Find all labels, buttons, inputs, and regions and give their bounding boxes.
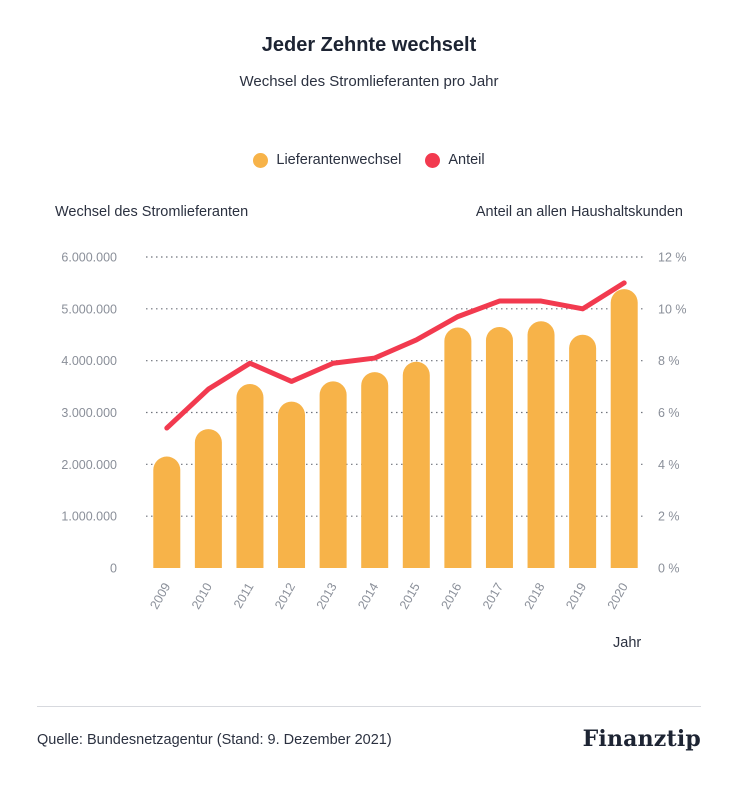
legend-swatch-line [425, 152, 441, 168]
left-axis-title: Wechsel des Stromlieferanten [55, 204, 249, 220]
legend: Lieferantenwechsel Anteil [0, 152, 738, 168]
x-tick-label: 2012 [272, 580, 298, 611]
y-tick-label-left: 2.000.000 [61, 458, 117, 472]
x-tick-label: 2009 [147, 580, 173, 611]
legend-label-anteil: Anteil [448, 152, 485, 168]
brand-logo: Finanztip [582, 726, 701, 752]
bar [319, 381, 347, 568]
y-tick-label-left: 0 [110, 562, 117, 576]
y-tick-label-left: 6.000.000 [61, 251, 117, 265]
source-note: Quelle: Bundesnetzagentur (Stand: 9. Dez… [37, 732, 392, 748]
x-tick-label: 2014 [355, 580, 381, 611]
x-tick-label: 2019 [563, 580, 589, 611]
y-tick-label-left: 5.000.000 [61, 302, 117, 316]
y-tick-label-left: 3.000.000 [61, 406, 117, 420]
y-tick-label-right: 12 % [658, 251, 687, 265]
bar [485, 326, 513, 568]
bar [444, 327, 472, 568]
x-tick-label: 2017 [480, 580, 506, 611]
bar [278, 401, 306, 568]
bar [527, 321, 555, 568]
bar [361, 372, 389, 568]
legend-swatch-bar [253, 152, 269, 168]
bar [194, 429, 222, 568]
y-tick-label-right: 2 % [658, 510, 680, 524]
chart-title: Jeder Zehnte wechselt [261, 34, 477, 56]
anteil-line [164, 280, 627, 431]
y-tick-label-right: 8 % [658, 354, 680, 368]
x-tick-label: 2018 [522, 580, 548, 611]
y-tick-label-right: 4 % [658, 458, 680, 472]
bar [402, 361, 430, 568]
y-tick-label-left: 4.000.000 [61, 354, 117, 368]
bar [236, 383, 264, 568]
x-tick-label: 2010 [189, 580, 215, 611]
x-tick-label: 2016 [438, 580, 464, 611]
y-tick-label-right: 6 % [658, 406, 680, 420]
x-tick-label: 2011 [231, 580, 257, 610]
legend-item-lieferantenwechsel: Lieferantenwechsel [253, 152, 401, 168]
x-axis-title: Jahr [613, 635, 642, 651]
y-tick-label-left: 1.000.000 [61, 510, 117, 524]
x-tick-label: 2020 [605, 580, 631, 611]
bar [569, 334, 597, 568]
footer-divider [37, 706, 701, 707]
x-tick-label: 2013 [314, 580, 340, 611]
legend-item-anteil: Anteil [425, 152, 485, 168]
bar [610, 289, 638, 568]
bar [153, 456, 181, 568]
y-tick-label-right: 10 % [658, 302, 687, 316]
right-axis-title: Anteil an allen Haushaltskunden [475, 204, 683, 220]
y-tick-label-right: 0 % [658, 562, 680, 576]
legend-label-lieferantenwechsel: Lieferantenwechsel [276, 152, 402, 168]
chart-subtitle: Wechsel des Stromlieferanten pro Jahr [239, 73, 499, 90]
x-tick-label: 2015 [397, 580, 423, 611]
